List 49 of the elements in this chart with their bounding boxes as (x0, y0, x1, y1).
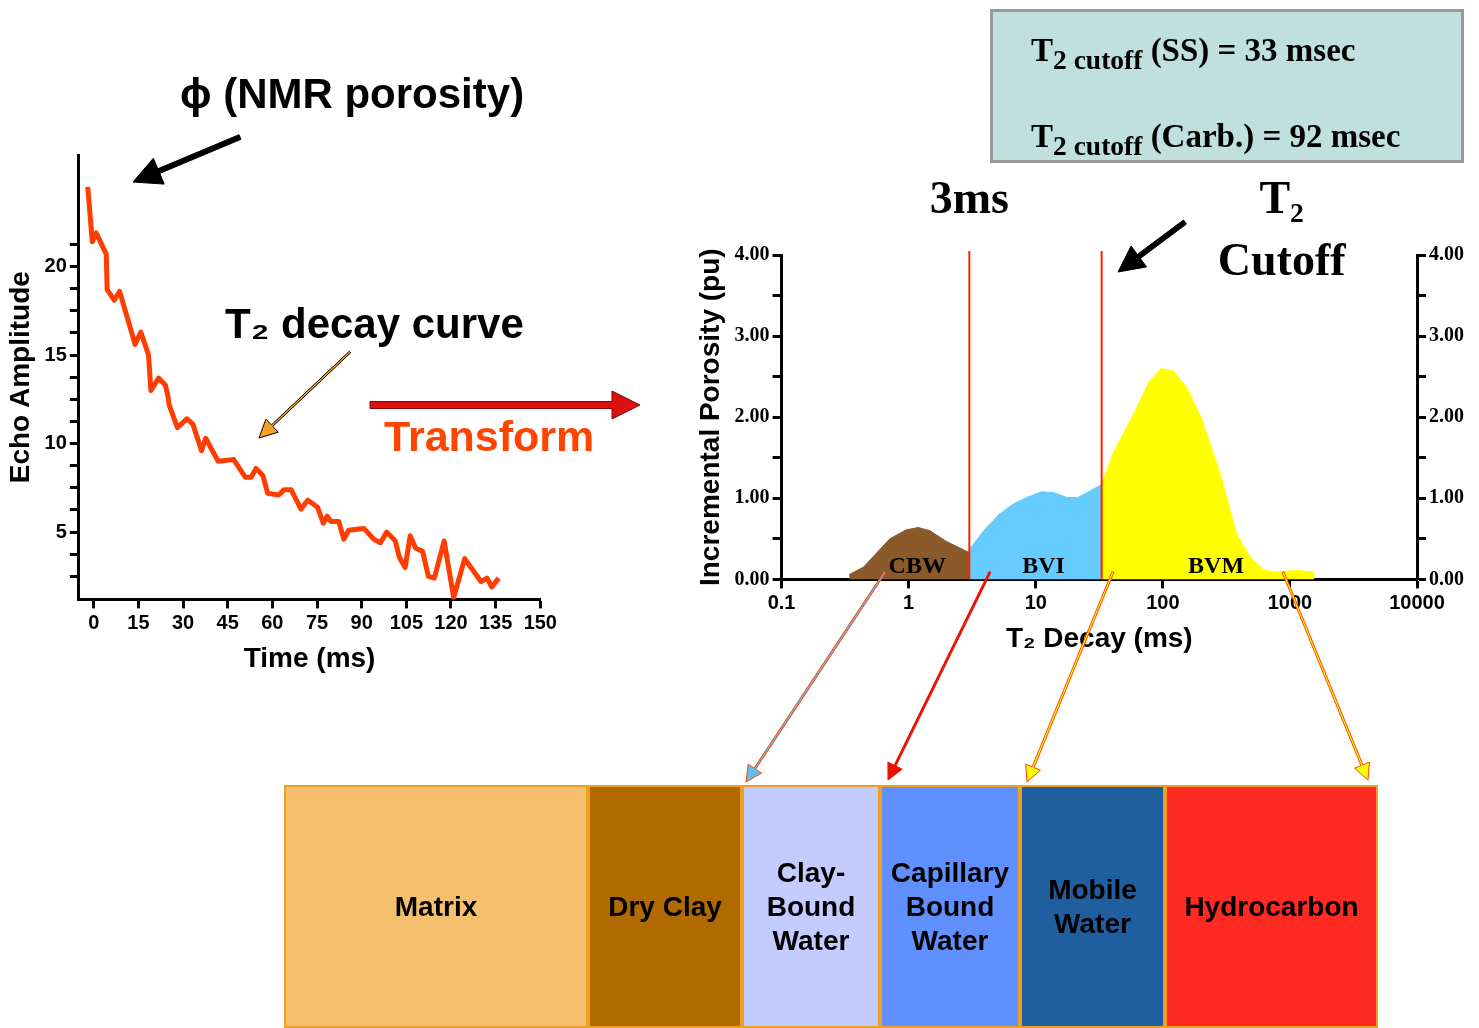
x-axis-title: Time (ms) (243, 641, 376, 673)
x-tick-label: 100 (1146, 590, 1180, 613)
x-tick-label: 30 (171, 610, 195, 633)
text: T$_{2 cutoff}$ (SS) = 33 msec (1031, 31, 1357, 77)
category-label: Hydrocarbon (1165, 785, 1378, 1028)
category-label: Dry Clay (588, 785, 742, 1028)
y2-tick-label: 4.00 (1429, 242, 1464, 265)
y-tick-label: 20 (44, 254, 67, 277)
x-tick-label: 75 (305, 610, 329, 633)
x-tick-label: 150 (523, 610, 557, 633)
y2-tick-label: 3.00 (1429, 323, 1464, 346)
category-label: Matrix (284, 785, 588, 1028)
series-label: CBW (888, 552, 946, 579)
y-axis-title: Echo Amplitude (3, 271, 35, 484)
category-label: Mobile Water (1020, 785, 1165, 1028)
y-tick-label: 3.00 (734, 323, 770, 346)
y2-tick-label: 2.00 (1429, 404, 1464, 427)
y2-tick-label: 0.00 (1429, 566, 1464, 589)
x-tick-label: 135 (478, 610, 513, 633)
text: ϕ (NMR porosity) (180, 70, 525, 118)
y-tick-label: 4.00 (734, 242, 770, 265)
y-tick-label: 2.00 (734, 404, 770, 427)
series-label: BVI (1022, 552, 1065, 579)
ref-line-label: T₂ Cutoff (1217, 172, 1347, 285)
y-axis-title: Incremental Porosity (pu) (693, 248, 725, 587)
x-tick-label: 0 (88, 610, 100, 633)
category-label: Clay-Bound Water (742, 785, 880, 1028)
x-tick-label: 0.1 (767, 590, 796, 613)
x-tick-label: 1 (903, 590, 915, 613)
series-label: BVM (1188, 552, 1245, 579)
annotation: Transform (384, 412, 595, 461)
y-tick-label: 5 (55, 519, 67, 542)
y-tick-label: 0.00 (734, 566, 770, 589)
annotation: T₂ decay curve (225, 300, 524, 348)
ref-line-label: 3ms (929, 172, 1009, 223)
x-tick-label: 105 (389, 610, 424, 633)
x-tick-label: 60 (261, 610, 284, 633)
x-tick-label: 15 (127, 610, 150, 633)
text: T$_{2 cutoff}$ (Carb.) = 92 msec (1031, 117, 1401, 161)
x-tick-label: 120 (434, 610, 468, 633)
y-tick-label: 10 (44, 431, 67, 454)
x-tick-label: 10000 (1389, 590, 1445, 613)
x-tick-label: 10 (1024, 590, 1047, 613)
x-tick-label: 45 (216, 610, 239, 633)
y-tick-label: 15 (44, 342, 67, 365)
y-tick-label: 1.00 (734, 485, 770, 508)
y2-tick-label: 1.00 (1429, 485, 1464, 508)
category-label: Capillary Bound Water (880, 785, 1020, 1028)
x-tick-label: 90 (350, 610, 373, 633)
